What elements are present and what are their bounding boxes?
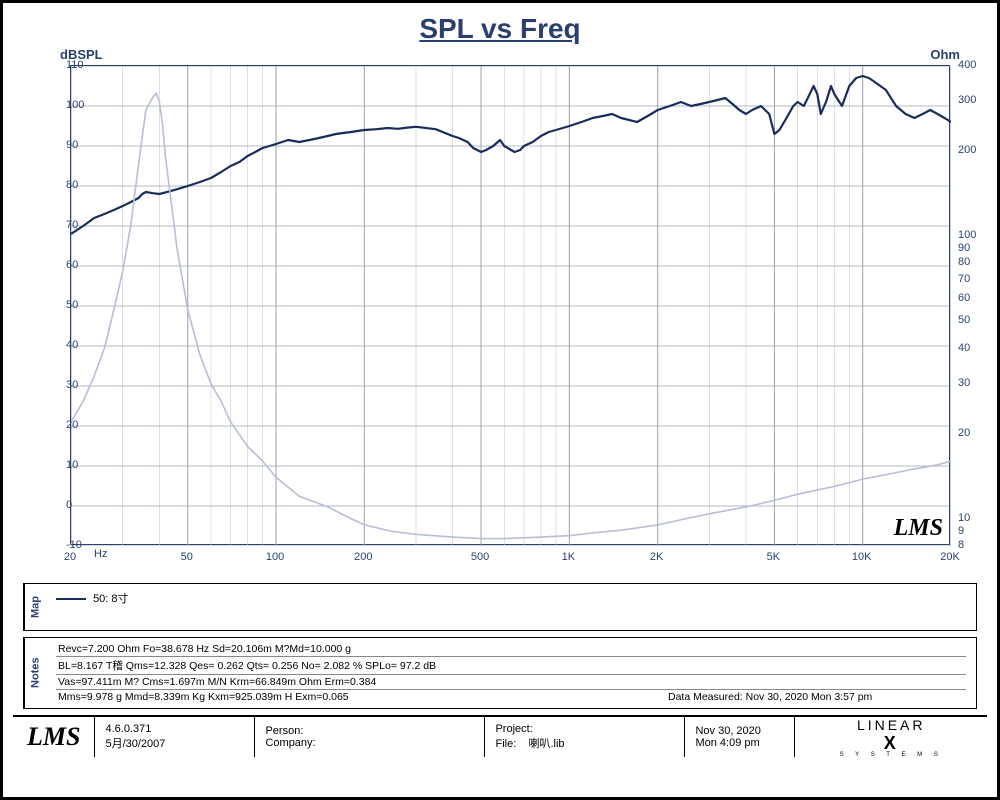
y-right-label: Ohm (930, 47, 960, 62)
line-svg (71, 66, 951, 546)
legend-tab-label: Map (24, 584, 46, 630)
company-label: Company: (265, 737, 315, 749)
y-right-tick: 8 (958, 539, 964, 551)
file-label: File: (495, 738, 516, 750)
footer-project: Project: File: 喇叭.lib (485, 717, 685, 757)
y-right-tick: 80 (958, 256, 970, 268)
y-right-tick: 300 (958, 94, 976, 106)
notes-line-3: Mms=9.978 g Mmd=8.339m Kg Kxm=925.039m H… (56, 690, 966, 704)
y-right-tick: 10 (958, 512, 970, 524)
plot-region: LMS (70, 65, 950, 545)
brand-text: LINEAR (805, 717, 977, 733)
x-tick: 100 (266, 551, 284, 563)
notes-line-0: Revc=7.200 Ohm Fo=38.678 Hz Sd=20.106m M… (56, 642, 966, 657)
brand-sub: S Y S T E M S (805, 752, 977, 758)
y-right-tick: 50 (958, 314, 970, 326)
y-right-tick: 400 (958, 59, 976, 71)
data-measured: Data Measured: Nov 30, 2020 Mon 3:57 pm (668, 691, 872, 703)
x-tick: 50 (181, 551, 193, 563)
y-right-tick: 20 (958, 427, 970, 439)
notes-panel: Notes Revc=7.200 Ohm Fo=38.678 Hz Sd=20.… (23, 637, 977, 709)
x-tick: 20 (64, 551, 76, 563)
footer-logo: LMS (13, 717, 95, 757)
x-tick: 500 (471, 551, 489, 563)
notes-line-1: BL=8.167 T稽 Qms=12.328 Qes= 0.262 Qts= 0… (56, 657, 966, 675)
legend-swatch (56, 598, 86, 600)
version-text: 4.6.0.371 (105, 723, 244, 735)
app-frame: SPL vs Freq dBSPL Ohm LMS -1001020304050… (0, 0, 1000, 800)
version-date: 5月/30/2007 (105, 735, 244, 751)
notes-body: Revc=7.200 Ohm Fo=38.678 Hz Sd=20.106m M… (46, 638, 976, 708)
footer-datetime: Nov 30, 2020 Mon 4:09 pm (685, 717, 795, 757)
footer-brand: LINEARX S Y S T E M S (795, 717, 987, 757)
notes-line-3-text: Mms=9.978 g Mmd=8.339m Kg Kxm=925.039m H… (58, 691, 668, 703)
y-right-tick: 40 (958, 342, 970, 354)
x-tick: 1K (562, 551, 575, 563)
chart-title: SPL vs Freq (13, 13, 987, 45)
legend-body: 50: 8寸 (46, 584, 976, 630)
y-right-tick: 100 (958, 229, 976, 241)
chart-area: dBSPL Ohm LMS -1001020304050607080901001… (20, 47, 980, 577)
time-text: Mon 4:09 pm (695, 737, 784, 749)
y-right-tick: 30 (958, 377, 970, 389)
y-right-tick: 200 (958, 144, 976, 156)
legend-panel: Map 50: 8寸 (23, 583, 977, 631)
date-text: Nov 30, 2020 (695, 725, 784, 737)
watermark: LMS (894, 515, 943, 542)
notes-line-2: Vas=97.411m M? Cms=1.697m M/N Krm=66.849… (56, 675, 966, 690)
x-tick: 2K (650, 551, 663, 563)
footer: LMS 4.6.0.371 5月/30/2007 Person: Company… (13, 715, 987, 757)
file-value: 喇叭.lib (528, 738, 564, 750)
y-right-tick: 9 (958, 525, 964, 537)
notes-tab-label: Notes (24, 638, 46, 708)
x-tick: 200 (354, 551, 372, 563)
x-tick: 10K (852, 551, 872, 563)
y-right-tick: 70 (958, 273, 970, 285)
y-right-tick: 90 (958, 242, 970, 254)
footer-version: 4.6.0.371 5月/30/2007 (95, 717, 255, 757)
brand-x: X (805, 733, 977, 754)
x-tick: 5K (767, 551, 780, 563)
x-unit: Hz (94, 548, 107, 560)
project-label: Project: (495, 723, 532, 735)
footer-person: Person: Company: (255, 717, 485, 757)
person-label: Person: (265, 725, 303, 737)
y-right-tick: 60 (958, 292, 970, 304)
legend-text: 50: 8寸 (93, 593, 128, 605)
x-tick: 20K (940, 551, 960, 563)
